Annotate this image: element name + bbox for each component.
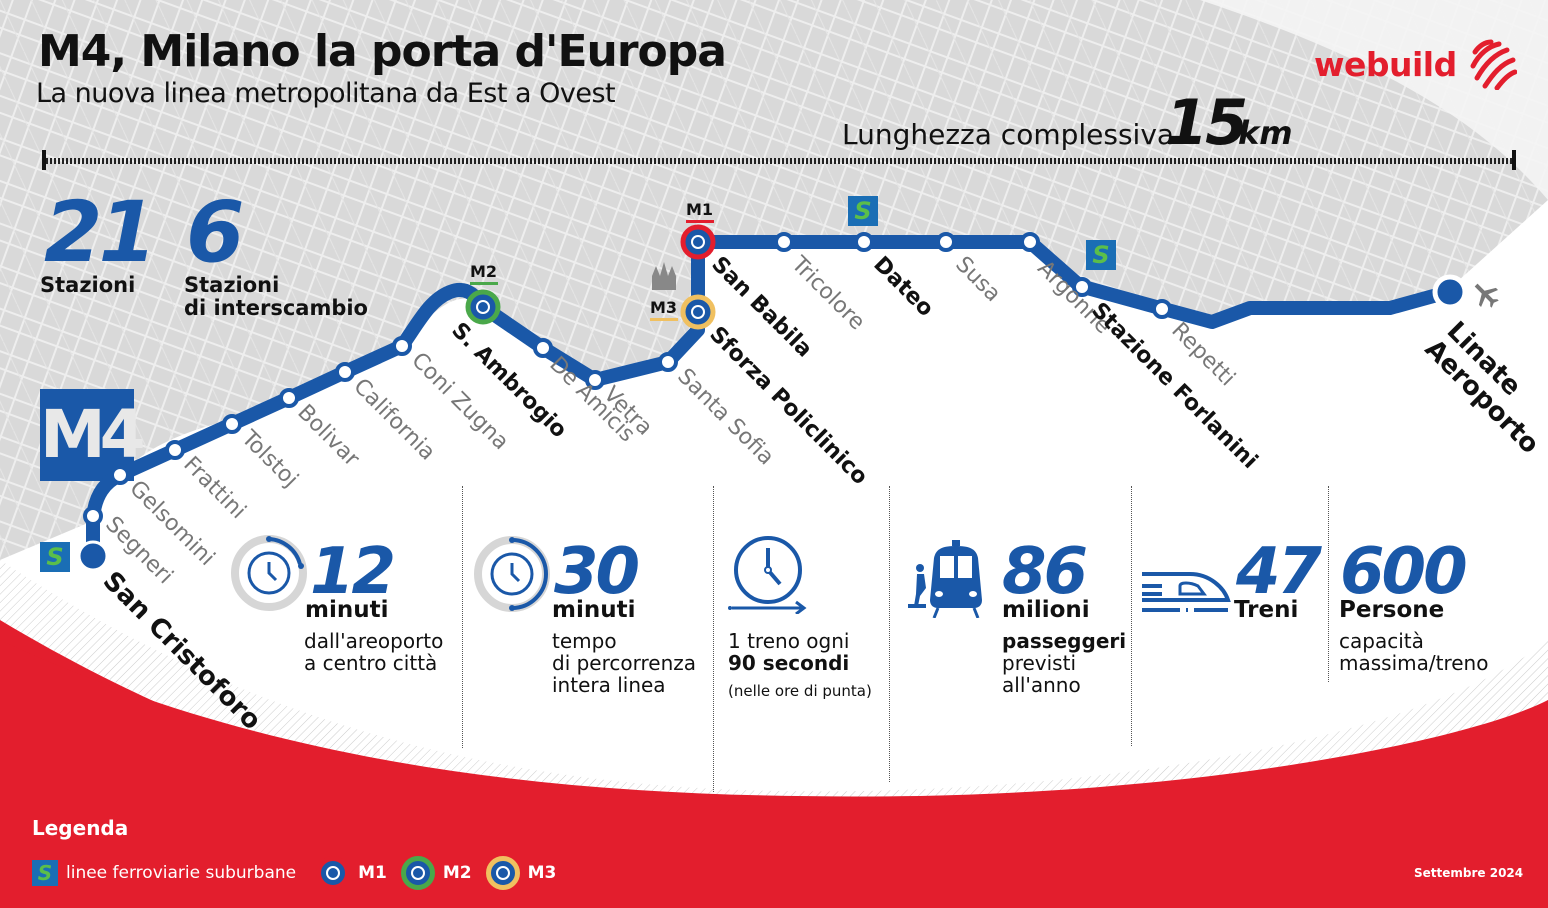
legend-suburban-label: linee ferroviarie suburbane xyxy=(66,863,297,883)
publication-date: Settembre 2024 xyxy=(1414,866,1524,880)
stat-30-desc-2: di percorrenza xyxy=(552,651,697,675)
clock-arc-icon xyxy=(231,535,307,611)
webuild-logo-icon xyxy=(1470,39,1517,90)
stat-86-value: 86 xyxy=(1002,535,1088,609)
stat-90-line-1: 1 treno ogni xyxy=(728,629,850,653)
stations-label: Stazioni xyxy=(40,273,136,297)
m2-underline xyxy=(470,282,498,285)
legend-suburban-badge: S xyxy=(32,860,58,886)
stat-47-unit: Treni xyxy=(1234,597,1299,623)
length-unit: km xyxy=(1238,114,1293,152)
divider-2 xyxy=(713,486,714,792)
page-title: M4, Milano la porta d'Europa xyxy=(38,26,727,77)
suburban-badge-dateo: S xyxy=(848,196,878,226)
clock-rolling-icon xyxy=(728,536,807,614)
legend-row: S linee ferroviarie suburbane M1 M2 M3 xyxy=(32,856,562,890)
stat-86-desc-2: all'anno xyxy=(1002,673,1081,697)
stat-600-desc-2: massima/treno xyxy=(1339,651,1489,675)
interchange-label-m2: M2 xyxy=(470,262,498,281)
m1-underline xyxy=(686,220,714,223)
webuild-logo: webuild xyxy=(1314,38,1517,90)
stat-12-desc-1: dall'areoporto xyxy=(304,629,444,653)
stat-30-unit: minuti xyxy=(552,597,636,623)
airplane-icon xyxy=(1474,283,1499,308)
stat-30-desc-1: tempo xyxy=(552,629,617,653)
stat-12-value: 12 xyxy=(310,535,396,609)
clock-half-arc-icon xyxy=(474,536,550,612)
stat-12-unit: minuti xyxy=(305,597,389,623)
divider-5 xyxy=(1328,486,1329,682)
stat-86-desc-1: previsti xyxy=(1002,651,1076,675)
train-front-passenger-icon xyxy=(908,540,982,618)
stat-12-desc-2: a centro città xyxy=(304,651,438,675)
legend-m2-label: M2 xyxy=(442,863,472,883)
legend-m1-icon xyxy=(316,856,351,890)
m3-underline xyxy=(650,318,678,321)
stat-600-value: 600 xyxy=(1340,535,1468,609)
interchange-count: 6 xyxy=(186,183,244,281)
interchange-label-1: Stazioni xyxy=(184,273,280,297)
length-label: Lunghezza complessiva xyxy=(842,118,1175,151)
duomo-icon xyxy=(652,262,676,290)
stat-86-desc-bold: passeggeri xyxy=(1002,629,1127,653)
stat-600-desc-1: capacità xyxy=(1339,629,1424,653)
suburban-badge-forlanini: S xyxy=(1086,240,1116,270)
stat-600-unit: Persone xyxy=(1339,597,1445,623)
length-ruler xyxy=(42,150,1516,170)
suburban-badge-san-cristoforo: S xyxy=(40,542,70,572)
legend-title: Legenda xyxy=(32,816,129,840)
stat-30-desc-3: intera linea xyxy=(552,673,666,697)
high-speed-train-icon xyxy=(1142,572,1231,612)
stat-30-value: 30 xyxy=(554,535,640,609)
stat-86-unit: milioni xyxy=(1002,597,1090,623)
interchange-label-m1: M1 xyxy=(686,200,714,219)
page-subtitle: La nuova linea metropolitana da Est a Ov… xyxy=(36,78,616,109)
stat-47-value: 47 xyxy=(1236,535,1322,609)
interchange-label-m3: M3 xyxy=(650,298,678,317)
stations-count: 21 xyxy=(44,183,157,281)
length-value: 15 xyxy=(1165,86,1248,159)
stat-90-line-3: (nelle ore di punta) xyxy=(728,682,872,700)
legend-m3-label: M3 xyxy=(527,863,557,883)
legend-m2-icon xyxy=(400,856,435,890)
legend-m1-label: M1 xyxy=(358,863,387,883)
divider-4 xyxy=(1131,486,1132,746)
interchange-label-2: di interscambio xyxy=(184,296,368,320)
logo-text: webuild xyxy=(1314,44,1457,84)
divider-3 xyxy=(889,486,890,782)
legend-m3-icon xyxy=(485,856,520,890)
station-dots xyxy=(83,232,1172,526)
divider-1 xyxy=(462,486,463,748)
stat-90-line-2: 90 secondi xyxy=(728,651,850,675)
